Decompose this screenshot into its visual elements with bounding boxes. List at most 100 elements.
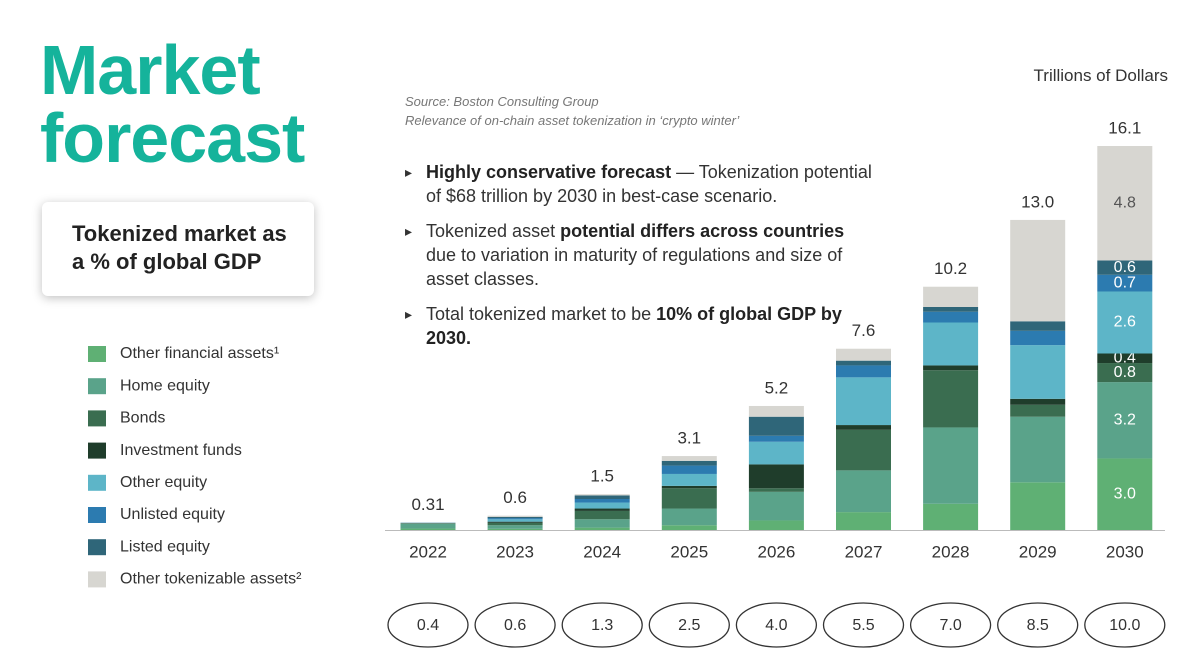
segment-label: 4.8 <box>1114 194 1136 211</box>
gdp-label: 4.0 <box>765 617 787 634</box>
gdp-label: 0.6 <box>504 617 526 634</box>
bar-segment <box>1097 458 1153 530</box>
bar-segment <box>836 365 891 378</box>
bar-segment <box>1097 260 1153 275</box>
bar-segment <box>1097 291 1153 354</box>
bar-segment <box>1097 353 1153 364</box>
legend-swatch <box>88 507 106 523</box>
bar-segment <box>661 473 717 486</box>
bar-segment <box>748 491 804 521</box>
bar-segment <box>661 460 717 466</box>
unit-label: Trillions of Dollars <box>1033 66 1168 85</box>
x-tick-label: 2027 <box>845 542 883 561</box>
gdp-label: 0.4 <box>417 617 439 634</box>
bar-segment <box>400 528 456 530</box>
legend-swatch <box>88 474 106 491</box>
bar-segment <box>487 525 543 529</box>
legend-swatch <box>88 442 106 459</box>
bar-segment <box>661 465 717 474</box>
total-label: 13.0 <box>1021 192 1054 211</box>
bullet-text: 10% of global GDP by 2030. <box>426 304 842 348</box>
legend-label: Unlisted equity <box>120 506 225 523</box>
subtitle-box: Tokenized market as a % of global GDP <box>42 202 314 296</box>
bullet-text: Tokenized asset <box>426 221 561 241</box>
bar-segment <box>923 427 979 504</box>
x-tick-label: 2023 <box>496 542 534 561</box>
bar-segment <box>748 464 804 489</box>
segment-label: 0.8 <box>1114 364 1136 381</box>
bullet-text: potential differs across countries <box>560 221 845 241</box>
x-tick-label: 2029 <box>1019 542 1057 561</box>
x-tick-label: 2024 <box>583 542 621 561</box>
gdp-oval <box>997 602 1079 648</box>
source: Source: Boston Consulting Group <box>405 94 599 109</box>
total-label: 10.2 <box>934 259 967 278</box>
gdp-oval <box>822 602 905 648</box>
bar-segment <box>1010 330 1066 346</box>
total-label: 3.1 <box>677 429 701 448</box>
bar-segment <box>748 441 804 465</box>
bar-segment <box>1097 363 1153 383</box>
bar-segment <box>748 488 804 492</box>
bullet-text: due to variation in maturity of regulati… <box>426 245 843 289</box>
bar-segment <box>487 522 543 526</box>
bullet: Tokenized asset potential differs across… <box>405 219 875 291</box>
bar-segment <box>661 525 717 530</box>
legend-swatch <box>88 346 106 362</box>
total-label: 1.5 <box>590 467 614 486</box>
bar-segment <box>661 508 717 526</box>
legend-swatch <box>88 539 106 556</box>
total-label: 0.6 <box>503 488 527 507</box>
total-label: 0.31 <box>411 495 444 514</box>
bar-segment <box>836 512 891 530</box>
x-tick-label: 2030 <box>1106 542 1144 561</box>
gdp-label: 8.5 <box>1027 617 1049 634</box>
segment-label: 3.2 <box>1114 412 1136 429</box>
gdp-oval <box>648 602 730 648</box>
bar-segment <box>487 516 543 519</box>
bar-segment <box>836 377 891 426</box>
bar-segment <box>487 521 543 523</box>
bar-segment <box>661 488 717 509</box>
bar-segment <box>1097 146 1153 261</box>
segment-label: 2.6 <box>1114 314 1136 331</box>
bullet-text: Highly conservative forecast <box>426 162 672 182</box>
legend-swatch <box>88 378 106 395</box>
total-label: 16.1 <box>1108 118 1141 137</box>
bar-segment <box>836 429 891 471</box>
segment-label: 0.4 <box>1114 349 1136 366</box>
bullet: Highly conservative forecast — Tokenizat… <box>405 160 875 208</box>
bar-segment <box>574 495 630 499</box>
x-tick-label: 2026 <box>757 542 795 561</box>
gdp-label: 2.5 <box>678 617 700 634</box>
bar-segment <box>400 523 456 529</box>
segment-label: 0.7 <box>1114 274 1136 291</box>
bar-segment <box>923 311 979 323</box>
gdp-oval <box>561 602 643 648</box>
bar-segment <box>748 405 804 417</box>
bar-segment <box>574 527 630 530</box>
bar-segment <box>1010 321 1066 331</box>
bar-segment <box>748 520 804 530</box>
bar-segment <box>574 510 630 520</box>
gdp-oval <box>735 602 818 648</box>
bar-segment <box>923 503 979 530</box>
bar-segment <box>1097 274 1153 292</box>
bar-segment <box>661 485 717 489</box>
bar-segment <box>923 286 979 307</box>
bar-segment <box>923 306 979 312</box>
bar-segment <box>923 322 979 366</box>
legend-swatch <box>88 410 106 427</box>
bullet-text: Total tokenized market to be <box>426 304 657 324</box>
bar-segment <box>1010 416 1066 483</box>
x-tick-label: 2025 <box>670 542 708 561</box>
bar-segment <box>748 435 804 442</box>
x-tick-label: 2028 <box>932 542 970 561</box>
gdp-oval <box>387 602 469 648</box>
legend-label: Investment funds <box>120 442 242 459</box>
gdp-oval <box>474 602 556 648</box>
segment-label: 3.0 <box>1114 485 1136 502</box>
bar-segment <box>574 494 630 496</box>
